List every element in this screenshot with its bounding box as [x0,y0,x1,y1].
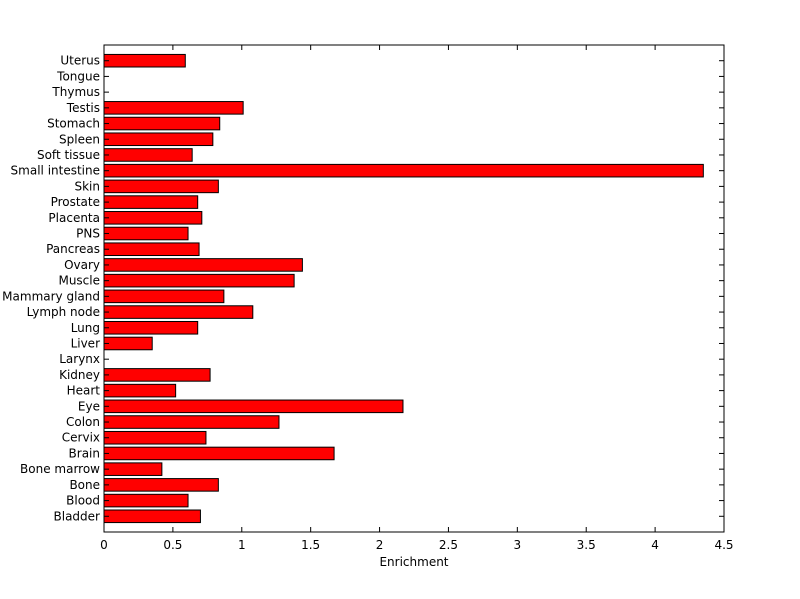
y-tick-label-larynx: Larynx [59,352,100,366]
bar-kidney [103,368,211,382]
bar-uterus [103,53,186,68]
y-tick-label-thymus: Thymus [51,85,100,99]
y-tick-label-brain: Brain [69,446,100,460]
bar-small-intestine [103,163,704,178]
y-tick-label-bone: Bone [69,478,100,492]
y-tick-label-spleen: Spleen [59,132,100,146]
bar-prostate [103,195,199,209]
x-tick-label-3: 1.5 [301,538,320,552]
bar-testis [103,101,244,115]
y-tick-label-bladder: Bladder [54,509,101,523]
bar-mammary-gland [103,289,225,304]
y-tick-label-small-intestine: Small intestine [11,164,100,178]
y-tick-label-uterus: Uterus [60,54,100,68]
y-tick-label-stomach: Stomach [47,117,100,131]
bar-soft-tissue [103,148,193,162]
bar-lymph-node [103,305,254,319]
bar-spleen [103,132,214,147]
y-tick-label-heart: Heart [67,384,101,398]
bar-pns [103,226,189,241]
bar-bone-marrow [103,462,163,476]
x-tick-label-8: 4 [651,538,659,552]
y-tick-label-bone-marrow: Bone marrow [20,462,100,476]
y-tick-label-colon: Colon [66,415,100,429]
bar-skin [103,179,219,194]
y-tick-label-eye: Eye [78,399,100,413]
bar-heart [103,383,177,398]
x-tick-label-5: 2.5 [439,538,458,552]
bar-ovary [103,258,303,272]
x-tick-label-6: 3 [514,538,522,552]
bar-pancreas [103,242,200,257]
y-tick-label-pancreas: Pancreas [46,242,100,256]
bar-placenta [103,211,203,225]
bar-muscle [103,273,295,288]
x-tick-label-7: 3.5 [577,538,596,552]
bar-bladder [103,509,201,524]
y-tick-label-blood: Blood [66,494,100,508]
x-tick-label-1: 0.5 [163,538,182,552]
x-tick-label-2: 1 [238,538,246,552]
y-tick-label-pns: PNS [76,227,100,241]
y-tick-label-mammary-gland: Mammary gland [2,289,100,303]
bar-eye [103,399,404,414]
y-tick-label-cervix: Cervix [62,431,100,445]
y-tick-label-ovary: Ovary [64,258,100,272]
y-tick-label-prostate: Prostate [51,195,100,209]
y-tick-label-lymph-node: Lymph node [27,305,100,319]
y-tick-label-liver: Liver [71,336,101,350]
y-tick-label-placenta: Placenta [48,211,100,225]
bar-bone [103,478,219,492]
bar-cervix [103,430,207,445]
x-tick-label-9: 4.5 [714,538,733,552]
x-tick-label-0: 0 [100,538,108,552]
y-tick-label-kidney: Kidney [59,368,100,382]
x-axis-title: Enrichment [379,555,448,569]
bar-liver [103,336,153,351]
y-tick-label-muscle: Muscle [58,274,100,288]
y-tick-label-testis: Testis [66,101,100,115]
plot-frame [103,44,725,533]
y-tick-label-tongue: Tongue [56,69,100,83]
bar-lung [103,320,199,335]
y-tick-label-lung: Lung [71,321,100,335]
y-tick-label-soft-tissue: Soft tissue [37,148,100,162]
bar-colon [103,415,280,429]
bar-blood [103,493,189,508]
x-tick-label-4: 2 [376,538,384,552]
bar-stomach [103,116,221,131]
y-tick-label-skin: Skin [74,179,100,193]
bar-brain [103,446,335,461]
